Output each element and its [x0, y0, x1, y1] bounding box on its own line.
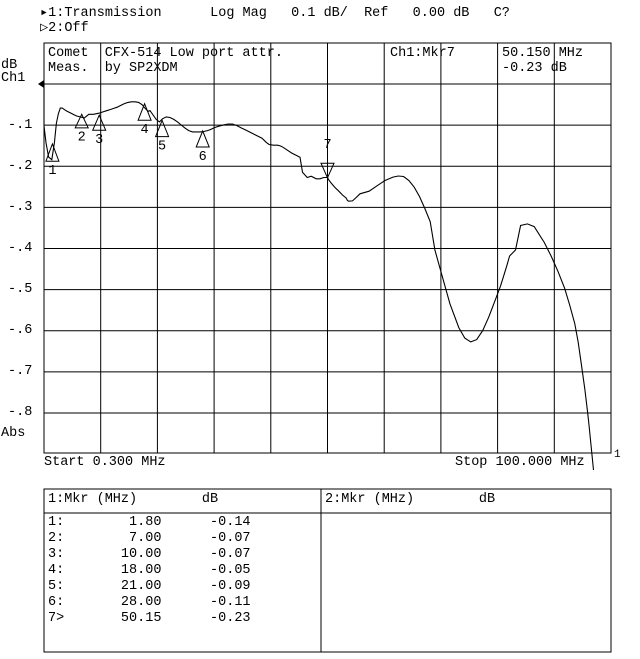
svg-text:4: 4 — [141, 123, 149, 138]
svg-text:5: 5 — [158, 140, 166, 155]
svg-text:3: 3 — [95, 133, 103, 148]
svg-text:1: 1 — [48, 164, 56, 179]
svg-text:2: 2 — [78, 131, 86, 146]
svg-text:7: 7 — [323, 138, 331, 153]
svg-text:6: 6 — [199, 150, 207, 165]
